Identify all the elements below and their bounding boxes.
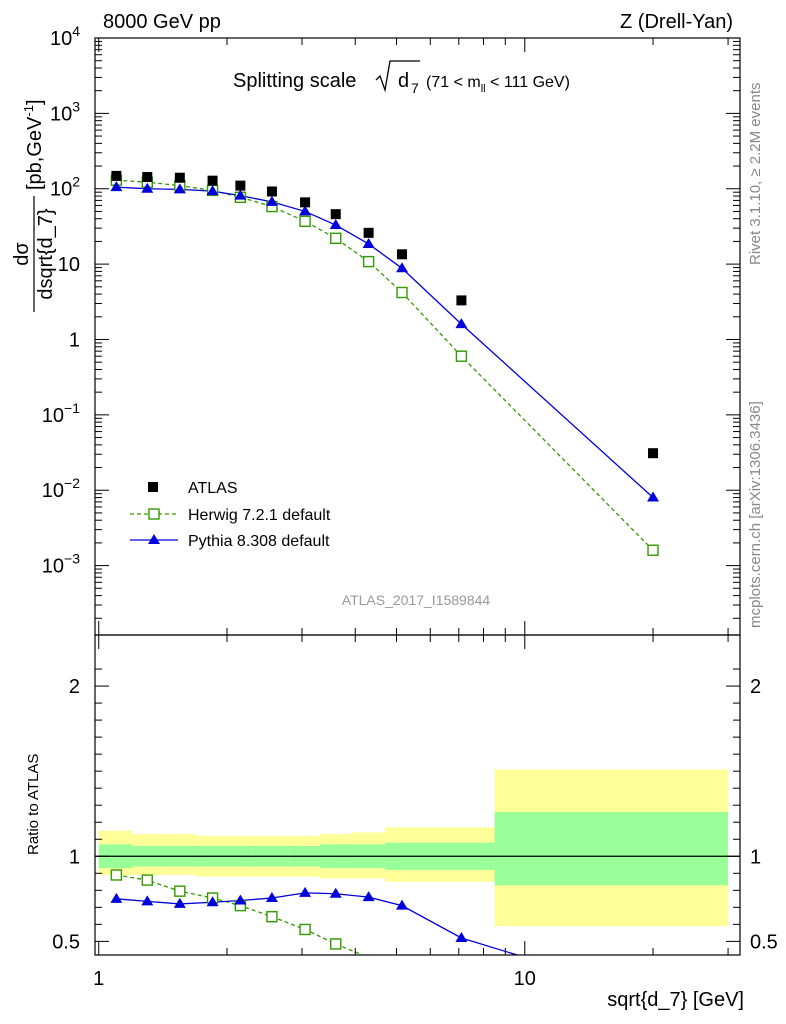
herwig-point <box>455 350 468 362</box>
header-right: Z (Drell-Yan) <box>620 11 733 33</box>
main-ytick-label: 10−1 <box>42 400 80 427</box>
pythia-point <box>362 237 375 248</box>
plot-title: Splitting scale <box>233 70 356 92</box>
pythia-ratio-point <box>141 895 154 906</box>
legend: ATLAS Herwig 7.2.1 default Pythia 8.308 … <box>130 480 331 550</box>
pythia-ratio-point <box>173 897 186 908</box>
main-ytick-label: 1 <box>69 329 80 351</box>
pythia-ratio-point <box>234 894 247 905</box>
herwig-point <box>396 286 408 299</box>
header-left: 8000 GeV pp <box>103 11 221 33</box>
ratio-ytick-label-right: 0.5 <box>750 931 778 953</box>
herwig-ratio-line <box>116 874 365 955</box>
x-axis-label: sqrt{d_7} [GeV] <box>607 989 744 1011</box>
legend-marker-herwig <box>148 508 160 520</box>
ratio-y-axis-label: Ratio to ATLAS <box>25 754 42 855</box>
pythia-point <box>206 185 219 196</box>
ratio-ytick-label-left: 1 <box>69 846 80 868</box>
atlas-point <box>648 448 659 459</box>
sqrt-symbol <box>375 60 420 93</box>
pythia-ratio-point <box>362 891 375 902</box>
pythia-point <box>110 181 123 192</box>
main-ytick-label: 10 <box>58 254 80 276</box>
pythia-ratio-point <box>110 892 123 903</box>
pythia-ratio-line <box>116 892 520 955</box>
main-y-axis-label: dσ dsqrt{d_7} [pb,GeV-1] <box>11 99 57 312</box>
atlas-point <box>235 180 246 191</box>
pythia-point <box>173 183 186 194</box>
pythia-ratio-point <box>329 887 342 898</box>
y-label-units: [pb,GeV-1] <box>21 99 46 190</box>
x-tick-label: 1 <box>93 968 104 990</box>
herwig-ratio-point <box>266 911 278 923</box>
pythia-point <box>299 205 312 216</box>
main-ytick-label: 10−2 <box>42 475 80 502</box>
herwig-ratio-point <box>299 923 311 936</box>
atlas-point <box>266 186 277 197</box>
legend-label-herwig: Herwig 7.2.1 default <box>188 507 331 524</box>
pythia-line <box>116 186 654 499</box>
herwig-ratio-point <box>330 938 342 950</box>
rivet-version-label: Rivet 3.1.10, ≥ 2.2M events <box>747 83 764 266</box>
legend-marker-atlas <box>148 482 158 492</box>
atlas-point <box>207 175 218 186</box>
legend-marker-pythia <box>148 534 160 544</box>
main-ytick-label: 103 <box>50 98 80 125</box>
atlas-point <box>300 197 311 208</box>
pythia-ratio-point <box>299 886 312 897</box>
title-variable: d <box>398 70 409 92</box>
main-ytick-label: 10−3 <box>42 551 80 578</box>
pythia-point <box>234 189 247 200</box>
ratio-ytick-label-left: 2 <box>69 676 80 698</box>
pythia-point <box>647 491 660 502</box>
pythia-point <box>329 219 342 230</box>
uncertainty-band-inner <box>494 812 729 886</box>
herwig-ratio-point <box>141 874 153 886</box>
atlas-point <box>142 172 153 183</box>
pythia-point <box>141 182 154 193</box>
main-ytick-label: 104 <box>50 23 80 50</box>
legend-label-pythia: Pythia 8.308 default <box>188 533 330 550</box>
atlas-point <box>330 209 341 220</box>
atlas-point <box>111 170 122 181</box>
pythia-ratio-point <box>396 899 409 910</box>
ratio-series-group <box>110 869 520 955</box>
ratio-ytick-label-right: 2 <box>750 676 761 698</box>
pythia-point <box>396 262 409 273</box>
atlas-point <box>456 295 467 306</box>
legend-label-atlas: ATLAS <box>188 480 238 497</box>
herwig-point <box>330 232 342 245</box>
title-mass-range: (71 < mll < 111 GeV) <box>426 74 570 95</box>
x-tick-label: 10 <box>514 968 536 990</box>
herwig-point <box>647 544 659 556</box>
pythia-point <box>265 195 278 206</box>
ratio-ytick-label-right: 1 <box>750 846 761 868</box>
pythia-ratio-point <box>455 931 468 942</box>
herwig-ratio-point <box>174 885 186 897</box>
y-label-denominator: dsqrt{d_7} <box>35 208 57 300</box>
analysis-watermark: ATLAS_2017_I1589844 <box>342 592 491 608</box>
atlas-point <box>397 249 408 260</box>
ratio-panel: 0.5 0.5 1 1 2 2 1 10 <box>52 634 778 990</box>
y-label-numerator: dσ <box>11 242 33 266</box>
atlas-point <box>174 172 185 183</box>
pythia-ratio-point <box>265 891 278 902</box>
herwig-ratio-point <box>110 869 123 881</box>
ratio-ytick-label-left: 0.5 <box>52 931 80 953</box>
ratio-frame <box>94 634 741 956</box>
mcplots-label: mcplots.cern.ch [arXiv:1306.3436] <box>747 401 764 628</box>
pythia-ratio-point <box>206 896 219 907</box>
main-ytick-label: 102 <box>50 174 80 201</box>
herwig-point <box>362 255 375 268</box>
atlas-point <box>363 227 374 238</box>
herwig-point <box>299 215 311 227</box>
pythia-point <box>455 318 468 329</box>
title-variable-subscript: 7 <box>411 80 419 96</box>
